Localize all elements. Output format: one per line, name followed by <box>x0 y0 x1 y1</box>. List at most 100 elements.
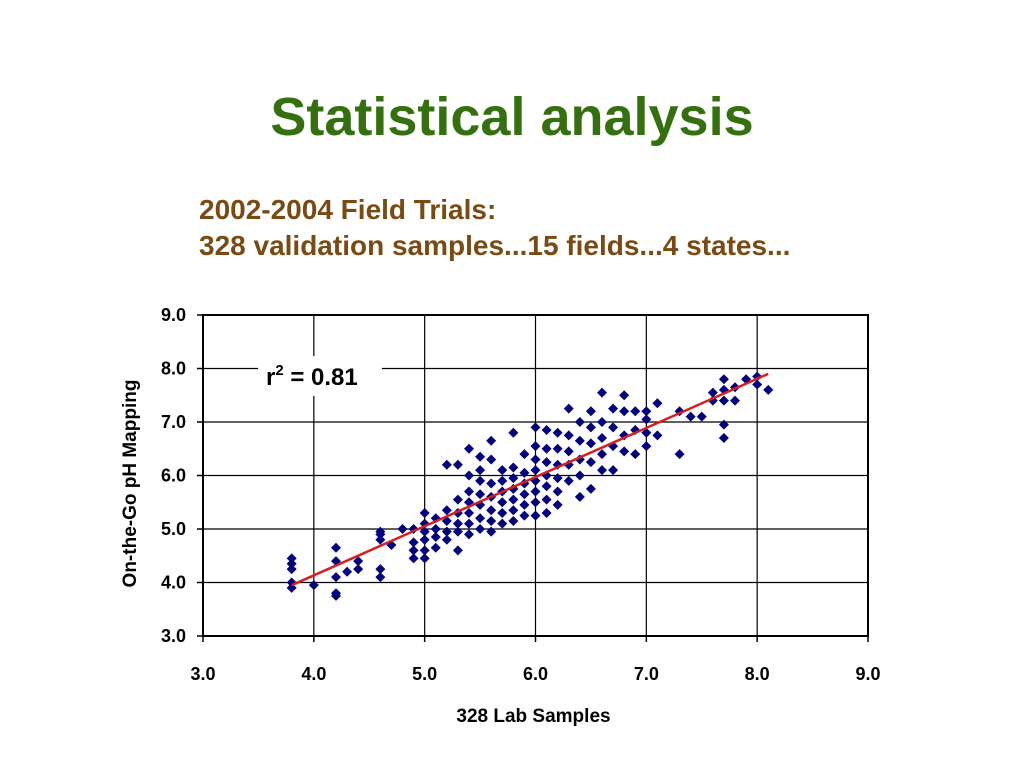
data-point <box>574 491 585 502</box>
data-point <box>353 556 364 567</box>
data-point <box>286 564 297 575</box>
x-tick-label: 9.0 <box>855 664 880 684</box>
data-point <box>597 433 607 444</box>
data-point <box>519 499 530 510</box>
data-point <box>541 457 552 468</box>
y-tick-label: 4.0 <box>161 573 186 593</box>
data-point <box>707 387 718 398</box>
data-point <box>619 390 630 401</box>
data-point <box>441 534 452 545</box>
data-point <box>475 513 486 524</box>
data-point <box>497 507 508 518</box>
data-point <box>452 526 463 537</box>
y-tick-label: 5.0 <box>161 519 186 539</box>
data-point <box>486 435 497 446</box>
data-point <box>574 417 585 427</box>
data-point <box>308 580 319 591</box>
x-tick-label: 6.0 <box>523 664 548 684</box>
data-point <box>508 427 519 438</box>
data-point <box>597 449 607 460</box>
data-point <box>519 449 530 460</box>
data-point <box>419 545 430 556</box>
data-point <box>331 590 341 601</box>
x-axis-title: 328 Lab Samples <box>456 706 610 727</box>
data-point <box>563 475 574 486</box>
data-point <box>508 494 519 505</box>
data-point <box>541 507 552 518</box>
annotation-background <box>258 356 382 396</box>
data-point <box>486 478 497 489</box>
data-point <box>530 422 541 433</box>
data-point <box>585 457 596 468</box>
data-point <box>608 422 619 433</box>
data-point <box>464 486 474 497</box>
x-tick-label: 3.0 <box>190 664 215 684</box>
data-point <box>730 395 740 406</box>
data-point <box>497 518 508 529</box>
data-point <box>430 532 441 543</box>
data-point <box>752 379 763 390</box>
data-point <box>574 435 585 446</box>
data-point <box>630 406 641 417</box>
trendline <box>291 372 769 587</box>
data-point <box>441 459 452 470</box>
r-squared-annotation: r2 = 0.81 <box>266 362 358 391</box>
data-point <box>641 406 652 417</box>
data-point <box>541 494 552 505</box>
data-point <box>508 505 519 516</box>
data-point <box>718 419 729 430</box>
data-point <box>464 518 474 529</box>
data-point <box>475 465 486 476</box>
data-point <box>286 558 297 569</box>
data-point <box>464 470 474 481</box>
data-point <box>530 510 541 521</box>
data-point <box>541 481 552 492</box>
data-point <box>497 475 508 486</box>
data-point <box>342 566 353 577</box>
data-point <box>353 564 364 575</box>
data-point <box>718 374 729 385</box>
data-point <box>441 526 452 537</box>
data-point <box>408 545 419 556</box>
data-point <box>452 494 463 505</box>
data-point <box>441 505 452 516</box>
data-point <box>541 443 552 454</box>
data-point <box>408 553 419 564</box>
data-point <box>530 454 541 465</box>
y-tick-label: 6.0 <box>161 466 186 486</box>
data-point <box>685 411 696 422</box>
data-point <box>331 572 341 583</box>
data-point <box>430 542 441 553</box>
data-point <box>519 510 530 521</box>
data-point <box>619 406 630 417</box>
data-point <box>563 446 574 457</box>
data-point <box>641 441 652 452</box>
data-point <box>519 467 530 478</box>
data-point <box>486 515 497 526</box>
data-point <box>597 417 607 427</box>
data-point <box>286 553 297 564</box>
data-point <box>486 454 497 465</box>
data-point <box>630 449 641 460</box>
data-point <box>608 465 619 476</box>
subtitle-line-2: 328 validation samples...15 fields...4 s… <box>199 229 791 261</box>
data-point <box>585 483 596 494</box>
data-point <box>641 414 652 425</box>
data-point <box>419 534 430 545</box>
data-point <box>552 427 563 438</box>
data-point <box>718 433 729 444</box>
data-point <box>585 438 596 449</box>
data-point <box>375 529 386 540</box>
data-point <box>497 497 508 508</box>
data-point <box>452 459 463 470</box>
x-tick-label: 8.0 <box>745 664 770 684</box>
data-point <box>597 387 607 398</box>
data-point <box>552 499 563 510</box>
data-point <box>486 505 497 516</box>
data-point <box>563 403 574 414</box>
data-point <box>696 411 707 422</box>
data-point <box>375 572 386 583</box>
data-point <box>597 465 607 476</box>
data-point <box>397 524 408 534</box>
